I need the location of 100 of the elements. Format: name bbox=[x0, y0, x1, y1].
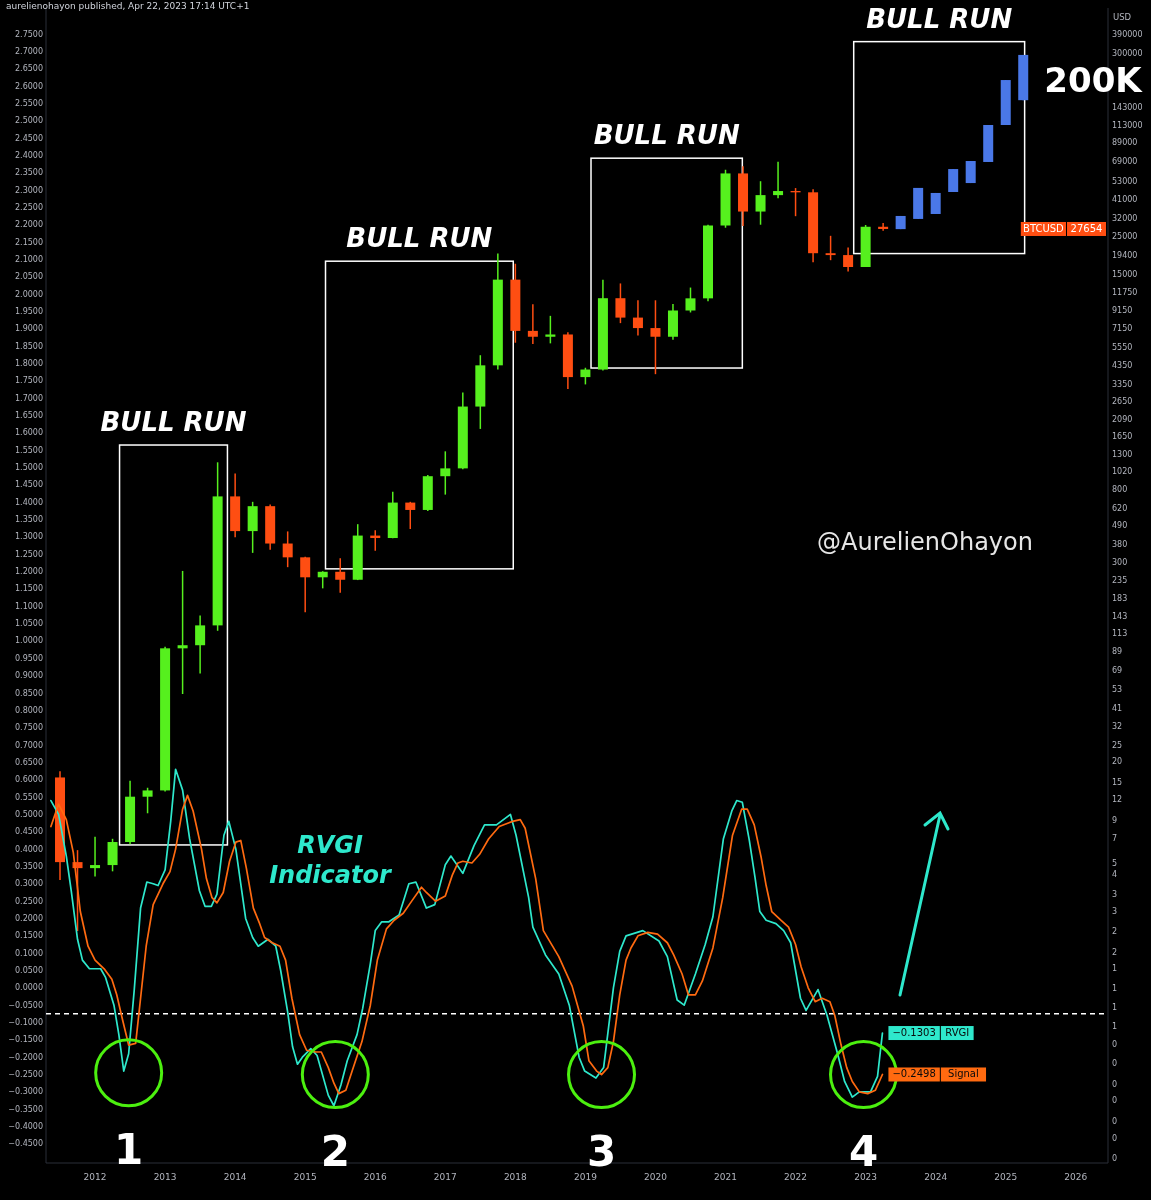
y2-tick-label: 15000 bbox=[1112, 269, 1138, 279]
y2-tick-label: 3350 bbox=[1112, 379, 1133, 389]
y2-tick-label: 1650 bbox=[1112, 432, 1133, 442]
candlestick bbox=[685, 286, 696, 314]
candlestick bbox=[335, 557, 346, 594]
y-tick-label: 1.4000 bbox=[15, 497, 43, 507]
annotation: @AurelienOhayon bbox=[817, 528, 1033, 556]
y2-tick-label: 20 bbox=[1112, 756, 1123, 766]
y2-tick-label: 1 bbox=[1112, 1021, 1118, 1031]
y2-tick-label: 32 bbox=[1112, 722, 1123, 732]
y2-tick-label: 620 bbox=[1112, 504, 1128, 514]
y2-tick-label: 0 bbox=[1112, 1059, 1118, 1069]
y-tick-label: 0.7500 bbox=[15, 723, 43, 733]
candlestick bbox=[545, 315, 556, 345]
data-label: −0.2498 bbox=[892, 1068, 936, 1080]
y-tick-label: −0.4000 bbox=[8, 1122, 43, 1132]
candlestick bbox=[527, 303, 538, 345]
y-tick-label: 0.8500 bbox=[15, 688, 43, 698]
y2-tick-label: 1 bbox=[1112, 964, 1118, 974]
candlestick bbox=[878, 222, 889, 232]
chart-title: aurelienohayon published, Apr 22, 2023 17:14 UTC+1 bbox=[6, 1, 250, 11]
y2-tick-label: 113 bbox=[1112, 629, 1128, 639]
y2-tick-label: 113000 bbox=[1112, 120, 1143, 130]
y-tick-label: 0.6000 bbox=[15, 775, 43, 785]
y2-tick-label: 1 bbox=[1112, 1002, 1118, 1012]
y-tick-label: 1.6500 bbox=[15, 411, 43, 421]
y-tick-label: 2.7500 bbox=[15, 29, 43, 39]
y2-tick-label: 53000 bbox=[1112, 176, 1138, 186]
data-label: −0.1303 bbox=[892, 1027, 936, 1039]
y-tick-label: 1.1500 bbox=[15, 584, 43, 594]
y-tick-label: −0.0500 bbox=[8, 1000, 43, 1010]
annotation: BULL RUN bbox=[100, 407, 247, 438]
y2-tick-label: 1300 bbox=[1112, 449, 1133, 459]
y2-tick-label: 41000 bbox=[1112, 195, 1138, 205]
y-tick-label: 1.2500 bbox=[15, 549, 43, 559]
annotation: 1 bbox=[114, 1125, 144, 1175]
candlestick bbox=[632, 299, 643, 337]
candlestick bbox=[773, 160, 784, 199]
y2-tick-label: 11750 bbox=[1112, 287, 1138, 297]
legend-label: BTCUSD bbox=[1023, 222, 1065, 234]
y2-tick-label: 19400 bbox=[1112, 250, 1138, 260]
x-tick-label: 2019 bbox=[573, 1171, 598, 1182]
y2-tick-label: 0 bbox=[1112, 1154, 1118, 1164]
y-tick-label: −0.3000 bbox=[8, 1087, 43, 1097]
y-tick-label: 1.1000 bbox=[15, 601, 43, 611]
y2-tick-label: 1 bbox=[1112, 983, 1118, 993]
y-tick-label: 1.0000 bbox=[15, 636, 43, 646]
annotation: Indicator bbox=[269, 861, 393, 889]
x-tick-label: 2025 bbox=[994, 1171, 1018, 1182]
candlestick bbox=[405, 501, 416, 530]
x-tick-label: 2026 bbox=[1064, 1171, 1088, 1182]
x-tick-label: 2020 bbox=[644, 1171, 668, 1182]
y-tick-label: 2.1500 bbox=[15, 237, 43, 247]
y-tick-label: 0.4000 bbox=[15, 844, 43, 854]
y-tick-label: 0.4500 bbox=[15, 827, 43, 837]
y2-tick-label: 0 bbox=[1112, 1096, 1118, 1106]
y-tick-label: 2.2500 bbox=[15, 202, 43, 212]
candlestick bbox=[195, 614, 206, 675]
y-tick-label: 1.6000 bbox=[15, 428, 43, 438]
y2-tick-label: 1020 bbox=[1112, 467, 1133, 477]
x-tick-label: 2023 bbox=[854, 1171, 878, 1182]
y2-tick-label: 5 bbox=[1112, 859, 1118, 869]
y2-tick-label: 300 bbox=[1112, 557, 1128, 567]
y2-tick-label: 235 bbox=[1112, 575, 1128, 585]
y-tick-label: 0.1500 bbox=[15, 931, 43, 941]
candlestick bbox=[615, 282, 626, 324]
y-tick-label: 2.5000 bbox=[15, 116, 43, 126]
y-tick-label: 0.0500 bbox=[15, 966, 43, 975]
y-tick-label: 2.3500 bbox=[15, 168, 43, 178]
y-tick-label: 2.2000 bbox=[15, 220, 43, 230]
y2-tick-label: 12 bbox=[1112, 794, 1123, 804]
y2-tick-label: 0 bbox=[1112, 1079, 1118, 1089]
y-tick-label: 0.2500 bbox=[15, 896, 43, 906]
y2-tick-label: 390000 bbox=[1112, 29, 1143, 39]
y-tick-label: 1.5000 bbox=[15, 463, 43, 473]
y2-tick-label: 0 bbox=[1112, 1133, 1118, 1143]
y2-tick-label: 89 bbox=[1112, 647, 1123, 657]
y-tick-label: 2.3000 bbox=[15, 185, 43, 195]
candlestick bbox=[948, 168, 959, 193]
x-tick-label: 2021 bbox=[714, 1171, 737, 1182]
y-tick-label: −0.4500 bbox=[8, 1139, 43, 1149]
x-tick-label: 2016 bbox=[363, 1171, 387, 1182]
y2-tick-label: 7150 bbox=[1112, 324, 1133, 334]
y2-tick-label: 9150 bbox=[1112, 305, 1133, 315]
y-tick-label: 2.1000 bbox=[15, 254, 43, 264]
annotation: RVGI bbox=[297, 831, 363, 859]
y2-tick-label: 69 bbox=[1112, 665, 1123, 675]
y-tick-label: −0.1500 bbox=[8, 1035, 43, 1045]
y-tick-label: 0.9000 bbox=[15, 671, 43, 681]
y2-tick-label: 5550 bbox=[1112, 342, 1133, 352]
y-tick-label: 0.0000 bbox=[15, 983, 43, 993]
y-tick-label: 1.8000 bbox=[15, 359, 43, 369]
candlestick bbox=[107, 838, 118, 873]
y2-tick-label: 0 bbox=[1112, 1039, 1118, 1049]
y2-tick-label: 7 bbox=[1112, 834, 1118, 844]
x-tick-label: 2013 bbox=[153, 1171, 177, 1182]
y-tick-label: 1.3500 bbox=[15, 515, 43, 525]
x-tick-label: 2017 bbox=[433, 1171, 457, 1182]
candlestick bbox=[90, 835, 101, 878]
y-tick-label: 2.7000 bbox=[15, 46, 43, 56]
